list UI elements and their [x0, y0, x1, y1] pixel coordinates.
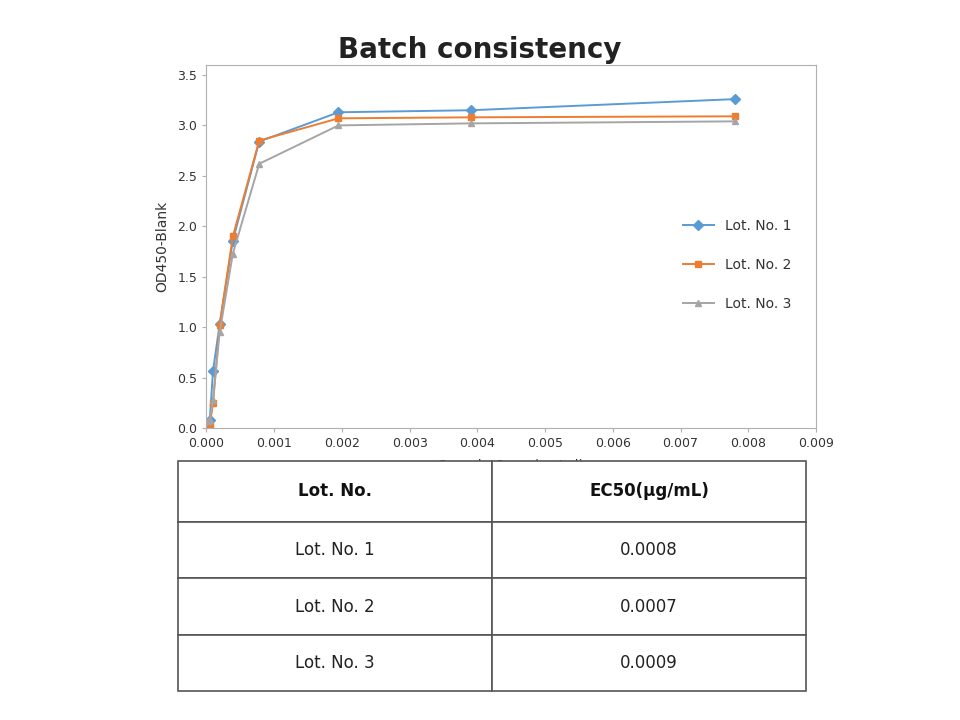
- Legend: Lot. No. 1, Lot. No. 2, Lot. No. 3: Lot. No. 1, Lot. No. 2, Lot. No. 3: [678, 213, 797, 316]
- Lot. No. 3: [228, 249, 239, 258]
- X-axis label: Sample Conc.(μg/ml): Sample Conc.(μg/ml): [438, 459, 585, 473]
- Lot. No. 3: [203, 417, 214, 426]
- Lot. No. 3: [465, 119, 476, 127]
- Lot. No. 1: [204, 416, 215, 425]
- Lot. No. 2: [253, 136, 265, 145]
- Lot. No. 2: [729, 112, 740, 121]
- Lot. No. 3: [729, 117, 740, 126]
- Line: Lot. No. 2: Lot. No. 2: [204, 113, 738, 430]
- Lot. No. 2: [204, 421, 215, 430]
- Lot. No. 3: [207, 396, 219, 405]
- Lot. No. 1: [465, 106, 476, 114]
- Lot. No. 2: [333, 114, 345, 122]
- Y-axis label: OD450-Blank: OD450-Blank: [155, 201, 169, 292]
- Line: Lot. No. 3: Lot. No. 3: [204, 118, 738, 425]
- Lot. No. 1: [729, 95, 740, 104]
- Lot. No. 1: [214, 320, 226, 329]
- Lot. No. 2: [228, 232, 239, 240]
- Lot. No. 3: [333, 121, 345, 130]
- Lot. No. 3: [253, 159, 265, 168]
- Lot. No. 3: [204, 416, 215, 425]
- Lot. No. 2: [214, 321, 226, 330]
- Lot. No. 2: [207, 399, 219, 408]
- Lot. No. 2: [203, 422, 214, 431]
- Lot. No. 1: [207, 366, 219, 375]
- Lot. No. 3: [214, 328, 226, 337]
- Lot. No. 1: [253, 138, 265, 146]
- Text: Batch consistency: Batch consistency: [338, 36, 622, 64]
- Lot. No. 1: [333, 108, 345, 117]
- Lot. No. 2: [465, 113, 476, 122]
- Lot. No. 1: [203, 420, 214, 428]
- Line: Lot. No. 1: Lot. No. 1: [204, 96, 738, 428]
- Lot. No. 1: [228, 236, 239, 245]
